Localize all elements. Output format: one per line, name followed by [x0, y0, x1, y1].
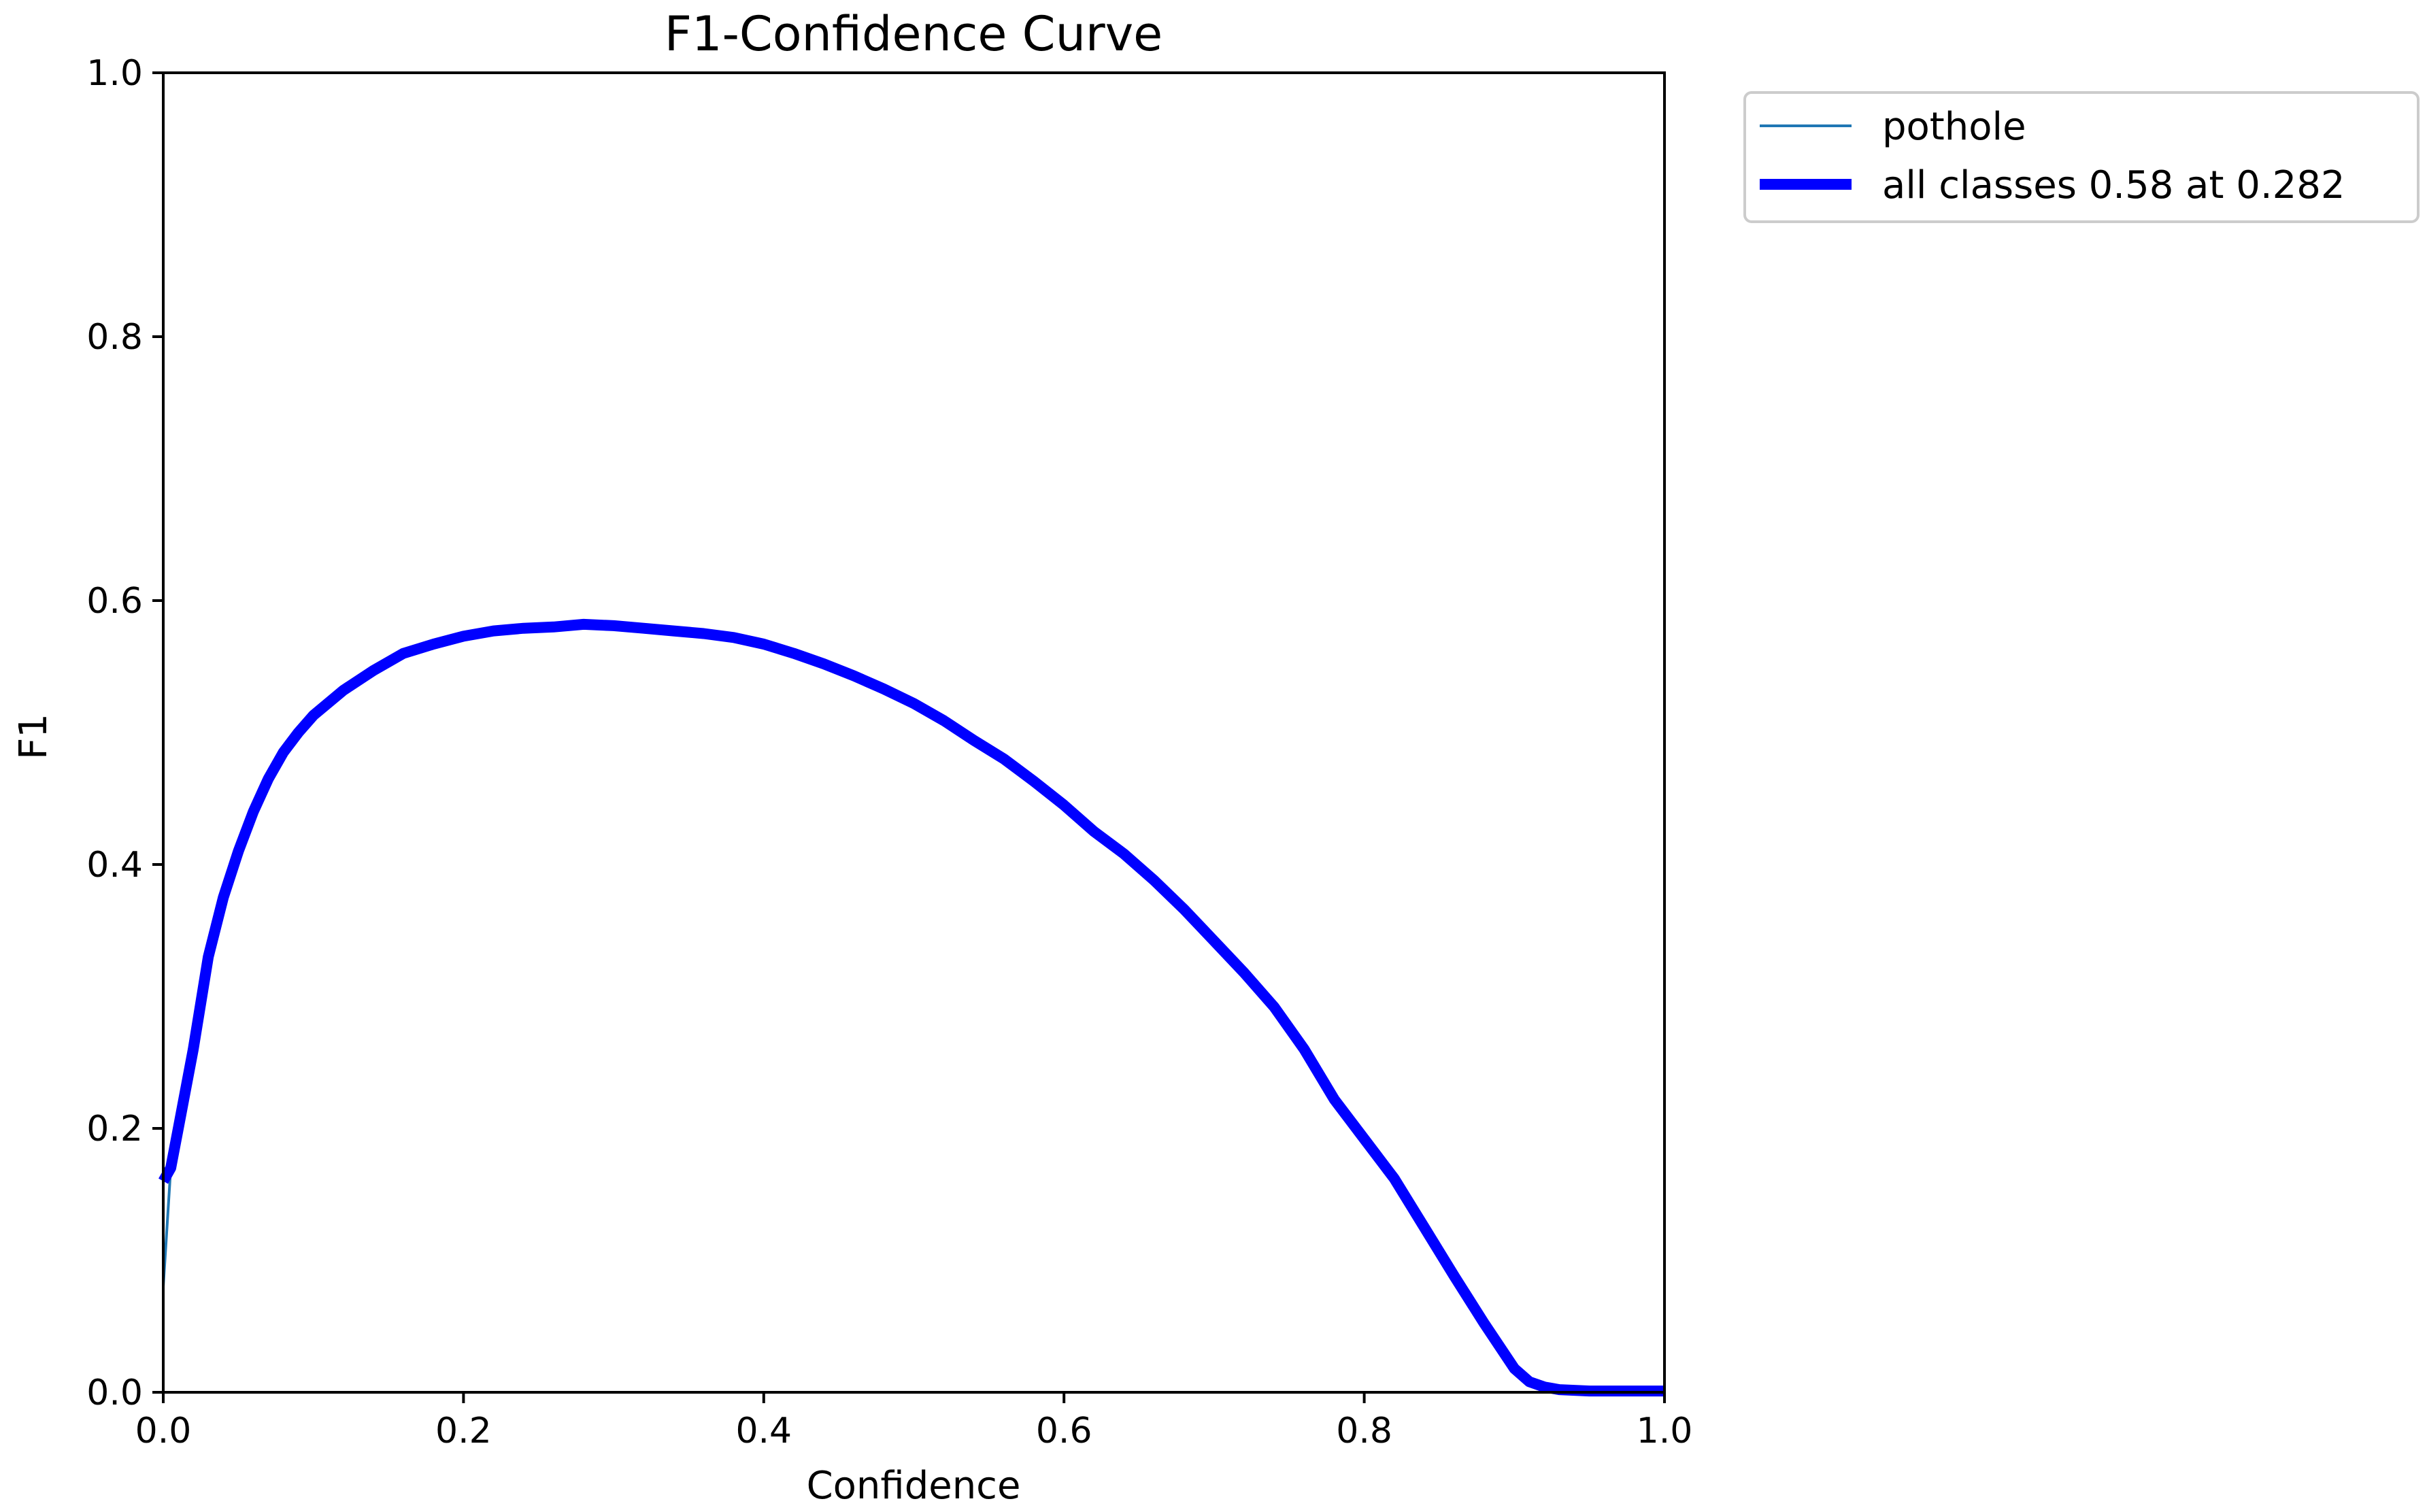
x-tick-label: 0.2	[435, 1411, 492, 1451]
series-line-all-classes	[158, 618, 1664, 1397]
y-tick-label: 0.8	[86, 317, 143, 358]
y-tick-label: 1.0	[86, 53, 143, 94]
y-axis-ticks: 0.0 0.2 0.4 0.6 0.8 1.0	[86, 53, 163, 1413]
y-tick-label: 0.2	[86, 1109, 143, 1149]
x-tick-label: 0.8	[1336, 1411, 1392, 1451]
x-tick-label: 1.0	[1637, 1411, 1693, 1451]
y-axis-label: F1	[12, 713, 56, 760]
plot-frame	[162, 71, 1666, 1394]
series-layer	[158, 618, 1664, 1397]
legend-label-all-classes: all classes 0.58 at 0.282	[1882, 163, 2345, 207]
x-tick-label: 0.0	[135, 1411, 192, 1451]
legend: pothole all classes 0.58 at 0.282	[1743, 91, 2420, 223]
x-axis-label: Confidence	[807, 1464, 1021, 1508]
x-tick-label: 0.4	[735, 1411, 792, 1451]
y-tick-label: 0.0	[86, 1373, 143, 1413]
x-axis-ticks: 0.0 0.2 0.4 0.6 0.8 1.0	[135, 1392, 1693, 1451]
y-tick-label: 0.4	[86, 845, 143, 886]
chart-title: F1-Confidence Curve	[665, 6, 1162, 62]
y-tick-label: 0.6	[86, 581, 143, 622]
legend-label-pothole: pothole	[1882, 105, 2026, 149]
x-tick-label: 0.6	[1036, 1411, 1092, 1451]
legend-frame	[1743, 91, 2420, 223]
